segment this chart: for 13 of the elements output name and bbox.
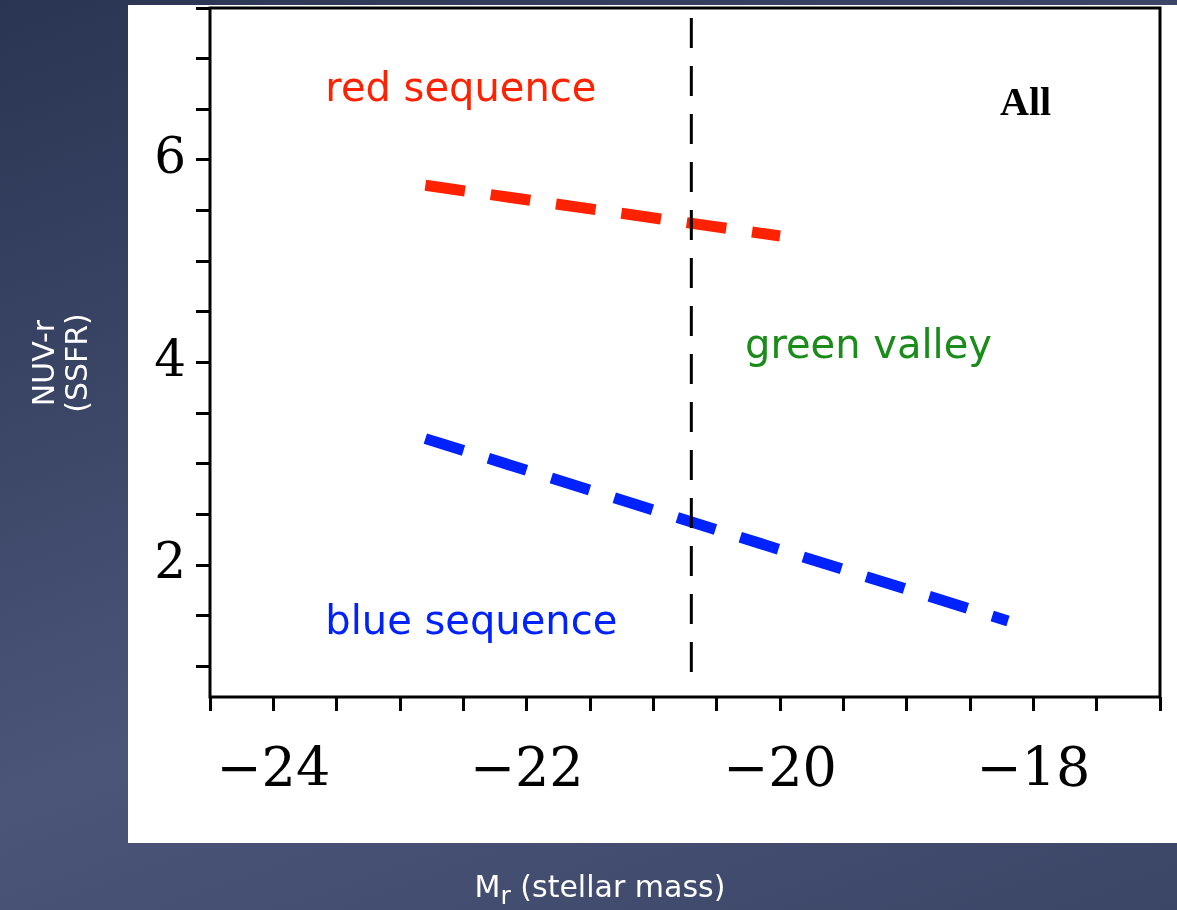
x-tick-label: −24 <box>216 736 331 800</box>
text: blue sequence <box>325 597 618 644</box>
text: red sequence <box>325 63 597 110</box>
y-tick-label: 6 <box>154 126 186 185</box>
annotation: green valley <box>745 321 992 368</box>
y-tick-label: 2 <box>154 532 186 591</box>
y-tick-label: 4 <box>154 329 186 388</box>
x-axis-title: M$_{r}$ (stellar mass) <box>473 869 727 910</box>
y-axis-title: NUV-r (SSFR) <box>26 312 94 415</box>
x-tick-label: −18 <box>976 736 1091 800</box>
annotation: All <box>1000 79 1052 125</box>
x-tick-label: −22 <box>469 736 584 800</box>
x-tick-label: −20 <box>723 736 837 800</box>
